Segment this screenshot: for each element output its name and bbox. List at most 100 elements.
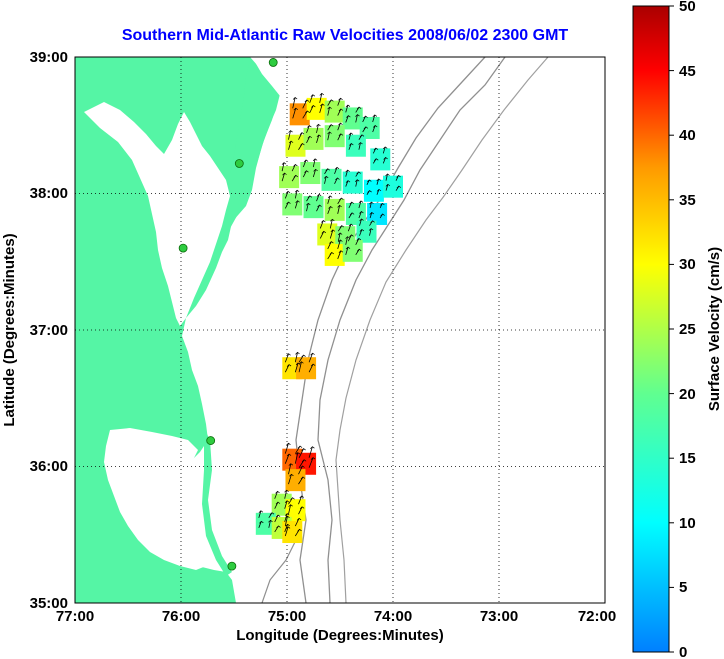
velocity-vector (324, 168, 330, 175)
colorbar-tick-label: 50 (679, 0, 696, 15)
velocity-vector (294, 362, 301, 373)
velocity-vector (292, 97, 298, 109)
velocity-vector (298, 132, 305, 140)
y-tick-label: 36:00 (30, 458, 68, 475)
velocity-cell (285, 134, 306, 157)
velocity-vector (372, 114, 378, 123)
radar-station-marker (268, 58, 278, 67)
y-axis-ticks: 39:00 38:00 37:00 36:00 35:00 (30, 49, 68, 612)
gridlines (75, 57, 605, 603)
velocity-vector (358, 211, 364, 219)
bathymetry-contour-3 (335, 57, 549, 603)
x-axis-label: Longitude (Degrees:Minutes) (236, 627, 444, 644)
velocity-vector (302, 110, 310, 119)
velocity-vector (316, 204, 322, 212)
velocity-cell (370, 148, 391, 171)
velocity-vector (284, 453, 292, 464)
y-tick-label: 37:00 (30, 322, 68, 339)
velocity-vector (382, 146, 388, 154)
velocity-vector (372, 147, 379, 154)
x-tick-label: 76:00 (162, 608, 200, 625)
velocity-vector (327, 195, 333, 204)
velocity-vector (355, 114, 360, 123)
velocity-vector (284, 364, 292, 373)
velocity-vector (337, 108, 344, 116)
velocity-vector (319, 230, 327, 239)
velocity-vector (369, 211, 374, 219)
velocity-vector (329, 218, 335, 229)
velocity-vector (274, 525, 281, 533)
velocity-vector (385, 173, 390, 181)
velocity-vector (294, 528, 302, 537)
velocity-vector (348, 143, 354, 150)
velocity-vector (298, 506, 305, 515)
x-tick-label: 75:00 (268, 608, 306, 625)
velocity-vector (337, 225, 345, 232)
velocity-cell (321, 168, 342, 191)
velocity-vector (294, 200, 300, 209)
velocity-cell (282, 521, 303, 544)
velocity-vector (284, 353, 291, 363)
velocity-vector (334, 166, 340, 174)
velocity-vector (309, 105, 316, 114)
velocity-vector (358, 134, 365, 140)
velocity-vector (372, 125, 378, 133)
colorbar-tick-label: 45 (679, 63, 696, 80)
velocity-vector (284, 489, 289, 499)
bathymetry-contour-2 (295, 57, 486, 603)
colorbar (632, 5, 670, 653)
velocity-cell (255, 512, 276, 535)
x-tick-label: 74:00 (374, 608, 412, 625)
velocity-vector (366, 190, 372, 195)
velocity-cell (345, 134, 366, 157)
delaware-bay (252, 57, 284, 96)
velocity-cell (324, 198, 345, 221)
colorbar-tick-label: 15 (679, 450, 696, 467)
velocity-vector (362, 115, 368, 123)
velocity-vector (345, 246, 351, 255)
x-tick-label: 72:00 (578, 608, 616, 625)
velocity-vector (379, 202, 385, 209)
velocity-vector (355, 171, 361, 177)
velocity-vector (274, 514, 281, 523)
velocity-vector (294, 189, 300, 199)
velocity-vector (302, 170, 309, 178)
velocity-vector (288, 504, 293, 515)
velocity-vector (312, 168, 318, 178)
velocity-vector (316, 123, 321, 133)
velocity-vector (288, 497, 295, 505)
velocity-vector (337, 133, 344, 141)
velocity-vector (376, 188, 382, 195)
velocity-vector (306, 195, 313, 202)
velocity-vector (319, 103, 325, 113)
velocity-cell (324, 100, 345, 123)
velocity-vector (306, 125, 312, 134)
velocity-vector (258, 520, 264, 528)
velocity-cell (342, 239, 363, 262)
velocity-vector (274, 490, 280, 499)
velocity-vector (319, 92, 325, 103)
velocity-vector (348, 132, 354, 140)
velocity-cell (296, 357, 317, 380)
y-tick-label: 35:00 (30, 595, 68, 612)
outer-banks (198, 420, 232, 576)
velocity-vector (288, 140, 294, 150)
velocity-vector (345, 236, 350, 245)
x-tick-label: 77:00 (56, 608, 94, 625)
velocity-vector (327, 124, 334, 131)
colorbar-tick-label: 25 (679, 321, 696, 338)
velocity-vector (294, 452, 301, 464)
velocity-vector (337, 239, 343, 250)
velocity-vector (288, 463, 294, 475)
velocity-cell (324, 125, 345, 148)
velocity-vector (382, 156, 388, 164)
colorbar-tick-label: 10 (679, 515, 696, 532)
velocity-vector (274, 501, 281, 509)
velocity-vector (395, 185, 402, 191)
velocity-vector (347, 223, 354, 232)
velocity-vector (268, 512, 275, 519)
velocity-cell (317, 223, 338, 246)
colorbar-tick-label: 0 (679, 644, 687, 659)
map-title: Southern Mid-Atlantic Raw Velocities 200… (122, 27, 569, 44)
velocity-vector (348, 201, 355, 209)
